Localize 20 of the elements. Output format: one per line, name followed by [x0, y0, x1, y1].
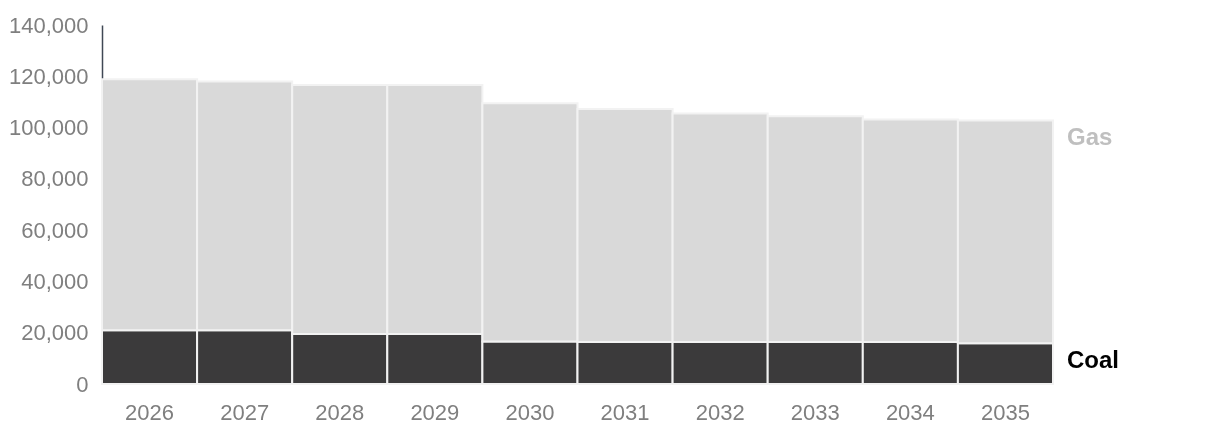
y-tick-label: 100,000	[8, 115, 89, 141]
x-tick-label: 2035	[980, 399, 1030, 425]
x-tick-label: 2027	[220, 399, 270, 425]
series-label: Gas	[1067, 123, 1113, 151]
x-tick-label: 2031	[600, 399, 650, 425]
y-tick-label: 120,000	[8, 63, 89, 89]
y-tick-label: 20,000	[21, 320, 89, 346]
x-tick-label: 2032	[695, 399, 745, 425]
x-tick-label: 2026	[125, 399, 175, 425]
x-tick-label: 2029	[410, 399, 460, 425]
y-tick-label: 80,000	[21, 166, 89, 192]
x-tick-label: 2028	[315, 399, 365, 425]
y-tick-label: 0	[76, 371, 89, 397]
series-label: Coal	[1067, 346, 1120, 374]
y-tick-label: 60,000	[21, 217, 89, 243]
x-tick-label: 2034	[885, 399, 935, 425]
x-tick-label: 2033	[790, 399, 840, 425]
y-tick-label: 140,000	[8, 12, 89, 38]
x-tick-label: 2030	[505, 399, 555, 425]
y-tick-label: 40,000	[21, 268, 89, 294]
